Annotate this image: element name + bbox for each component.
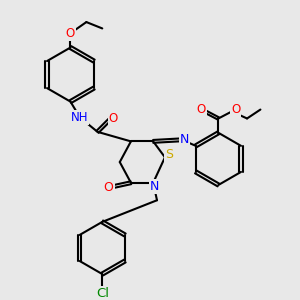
Text: O: O — [196, 103, 206, 116]
Text: O: O — [104, 181, 114, 194]
Text: Cl: Cl — [96, 287, 109, 300]
Text: O: O — [109, 112, 118, 125]
Text: N: N — [150, 180, 160, 193]
Text: O: O — [231, 103, 240, 116]
Text: NH: NH — [70, 111, 88, 124]
Text: S: S — [165, 148, 173, 161]
Text: O: O — [66, 27, 75, 40]
Text: N: N — [180, 133, 189, 146]
